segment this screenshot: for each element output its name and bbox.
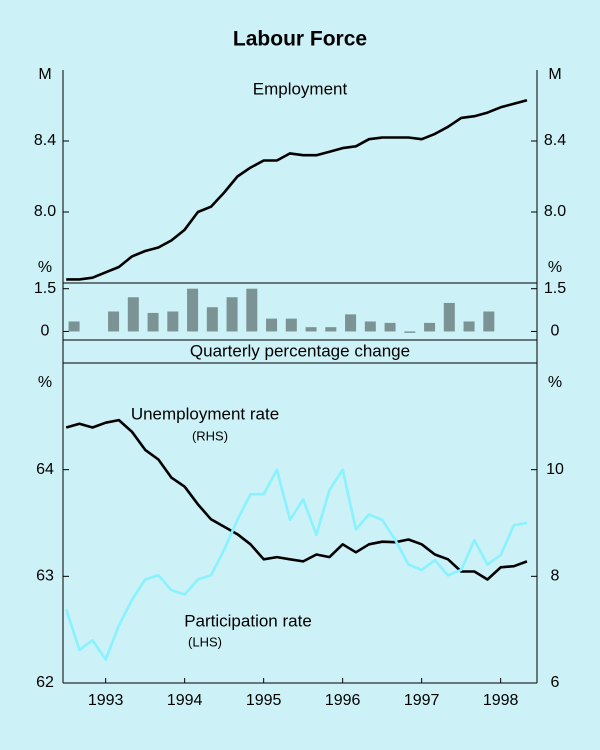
x-tick-label: 1993 xyxy=(88,692,124,709)
x-tick-label: 1995 xyxy=(246,692,282,709)
bar xyxy=(345,314,357,332)
y2-tick-label: 1.5 xyxy=(544,280,566,297)
bar xyxy=(384,322,396,332)
bar xyxy=(147,312,159,332)
y-tick-label: 8.4 xyxy=(34,132,56,149)
series-note: (RHS) xyxy=(192,428,228,443)
panel-title: Quarterly percentage change xyxy=(190,341,410,360)
chart-title: Labour Force xyxy=(233,28,367,51)
bar xyxy=(305,327,317,332)
y-unit-label: % xyxy=(38,259,52,276)
y-tick-label: 62 xyxy=(36,674,54,691)
x-tick-label: 1997 xyxy=(404,692,440,709)
x-tick-label: 1998 xyxy=(483,692,519,709)
bar xyxy=(364,321,376,332)
series-label: Unemployment rate xyxy=(131,404,279,423)
series-note: (LHS) xyxy=(188,634,222,649)
y2-tick-label: 0 xyxy=(551,323,560,340)
y2-tick-label: 8 xyxy=(551,568,560,585)
bar xyxy=(266,318,278,332)
y-tick-label: 1.5 xyxy=(34,280,56,297)
panel-title: Employment xyxy=(253,79,348,98)
bar xyxy=(226,297,238,332)
data-line xyxy=(66,98,528,281)
bar xyxy=(463,321,475,332)
bar xyxy=(404,331,416,333)
y2-unit-label: % xyxy=(548,259,562,276)
y2-unit-label: % xyxy=(548,374,562,391)
bar xyxy=(285,318,297,332)
y-tick-label: 63 xyxy=(36,568,54,585)
bar xyxy=(325,327,337,332)
bar xyxy=(246,288,258,332)
x-tick-label: 1994 xyxy=(167,692,203,709)
bar xyxy=(108,311,120,332)
x-tick-label: 1996 xyxy=(325,692,361,709)
y-unit-label: % xyxy=(38,374,52,391)
y2-tick-label: 8.4 xyxy=(544,132,566,149)
y2-tick-label: 8.0 xyxy=(544,203,566,220)
bar xyxy=(483,311,495,332)
bar xyxy=(443,302,455,332)
y-tick-label: 64 xyxy=(36,461,54,478)
bar xyxy=(206,307,218,332)
bar xyxy=(167,311,179,332)
y-unit-label: M xyxy=(38,66,51,83)
data-line xyxy=(65,418,528,581)
y2-tick-label: 10 xyxy=(546,461,564,478)
bar xyxy=(187,288,199,332)
series-label: Participation rate xyxy=(184,611,312,630)
y2-tick-label: 6 xyxy=(551,674,560,691)
y-tick-label: 8.0 xyxy=(34,203,56,220)
y2-unit-label: M xyxy=(548,66,561,83)
y-tick-label: 0 xyxy=(41,323,50,340)
bar xyxy=(68,321,80,332)
bar xyxy=(127,297,139,332)
bar xyxy=(424,322,436,332)
data-line xyxy=(64,468,528,661)
